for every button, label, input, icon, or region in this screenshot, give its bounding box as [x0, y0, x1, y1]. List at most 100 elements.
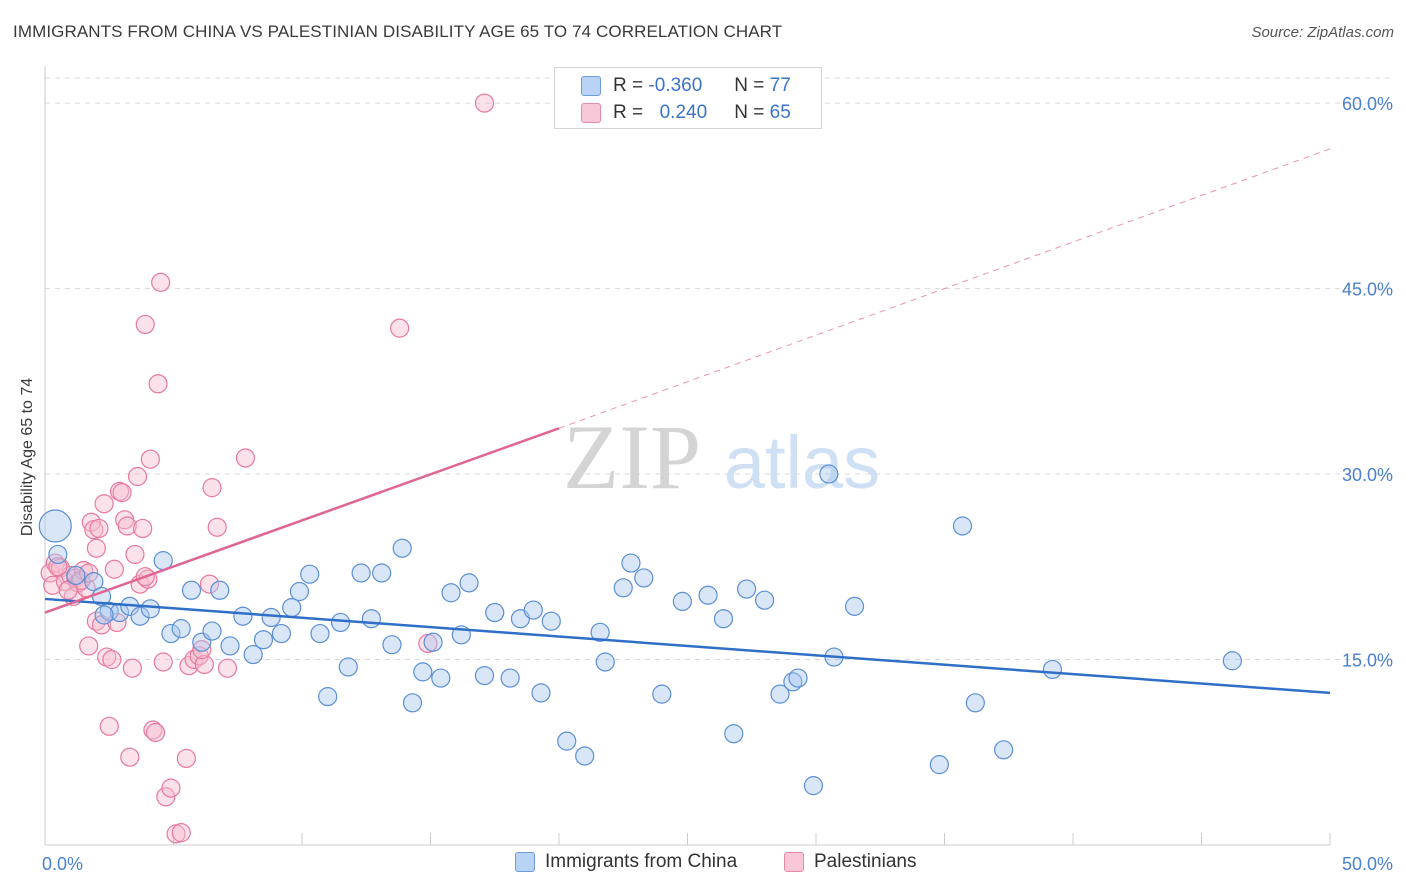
palestinians-point	[86, 611, 107, 631]
china-point	[402, 693, 423, 713]
palestinians-point	[192, 640, 212, 660]
palestinians-point	[40, 563, 60, 583]
china-point	[441, 583, 461, 603]
n-label: N =	[734, 102, 765, 123]
palestinians-point	[89, 518, 109, 539]
china-point	[140, 599, 160, 619]
r-label: R =	[613, 102, 644, 123]
watermark-atlas: atlas	[724, 421, 880, 504]
china-point	[713, 609, 734, 629]
palestinians-point	[151, 272, 171, 292]
palestinians-point	[97, 647, 117, 667]
legend-item-china: Immigrants from China	[515, 851, 737, 873]
palestinians-point	[235, 448, 256, 468]
y-tick-label: 60.0%	[1342, 94, 1393, 114]
y-tick-label: 30.0%	[1342, 465, 1393, 485]
china-point	[994, 740, 1014, 760]
palestinians-point	[117, 516, 137, 536]
china-point	[161, 623, 181, 644]
chart-title: IMMIGRANTS FROM CHINA VS PALESTINIAN DIS…	[13, 22, 783, 41]
china-point	[613, 578, 633, 598]
palestinians-point	[125, 544, 145, 565]
y-tick-label: 15.0%	[1342, 651, 1393, 671]
china-point	[590, 622, 610, 642]
palestinians-point	[145, 722, 166, 743]
watermark-zip: ZIP	[563, 406, 701, 508]
china-point	[788, 668, 808, 688]
china-point	[737, 579, 757, 599]
china-point	[459, 573, 479, 593]
china-point	[48, 544, 68, 565]
palestinians-point	[161, 778, 181, 798]
china-point	[243, 644, 263, 665]
china-point	[253, 630, 274, 650]
correlation-legend: R = -0.360 N = 77 R = 0.240 N = 65	[554, 67, 822, 129]
china-point	[523, 600, 543, 620]
china-point	[754, 590, 775, 610]
n-label: N =	[734, 75, 765, 96]
china-point	[310, 623, 330, 644]
china-point	[181, 580, 202, 600]
palestinians-point	[43, 575, 63, 595]
china-point	[202, 621, 222, 641]
china-point	[595, 652, 615, 672]
palestinians-point	[176, 748, 196, 769]
palestinians-point	[133, 518, 153, 539]
palestinians-point	[120, 747, 140, 767]
china-point	[351, 563, 371, 583]
china-point	[652, 684, 672, 704]
china-point	[220, 636, 240, 656]
palestinians-point	[217, 658, 238, 678]
n-value-palestinians: 65	[769, 102, 791, 123]
x-tick-label: 0.0%	[42, 854, 83, 874]
palestinians-point	[171, 823, 191, 843]
china-point	[300, 564, 320, 584]
palestinians-point	[81, 512, 101, 532]
china-point	[621, 553, 641, 573]
china-point	[557, 731, 577, 751]
china-point	[372, 563, 392, 583]
y-tick-label: 45.0%	[1342, 280, 1393, 300]
source-credit: Source: ZipAtlas.com	[1251, 24, 1394, 41]
r-value-china: -0.360	[648, 75, 703, 96]
china-point	[423, 632, 443, 652]
palestinians-point	[184, 649, 204, 670]
palestinians-point	[194, 654, 214, 675]
palestinians-trend-extension	[558, 148, 1331, 429]
china-point	[575, 746, 595, 766]
series-legend: Immigrants from China Palestinians	[0, 851, 1406, 877]
china-point	[210, 580, 230, 600]
axes	[44, 66, 1331, 846]
r-value-palestinians: 0.240	[659, 102, 708, 123]
china-point	[66, 565, 86, 586]
palestinians-point	[86, 538, 107, 558]
china-point	[672, 591, 692, 612]
x-tick-label: 50.0%	[1342, 854, 1393, 874]
legend-row-china: R = -0.360 N = 77	[581, 73, 791, 99]
china-point	[783, 672, 803, 692]
palestinians-point	[143, 720, 163, 740]
china-point	[99, 601, 119, 621]
china-point	[770, 684, 790, 704]
palestinians-point	[94, 494, 114, 514]
palestinians-point	[104, 559, 124, 579]
china-point	[698, 585, 718, 605]
china-point	[261, 607, 281, 628]
palestinians-points	[40, 93, 495, 844]
china-point	[952, 516, 973, 536]
palestinians-point	[202, 478, 222, 498]
x-tick-labels: 0.0% 50.0%	[42, 854, 1393, 874]
legend-label-palestinians: Palestinians	[814, 851, 917, 872]
palestinians-point	[179, 656, 199, 676]
palestinians-point	[199, 574, 220, 594]
n-value-china: 77	[769, 75, 791, 96]
palestinians-point	[79, 636, 99, 656]
china-point	[382, 635, 402, 655]
china-legend-swatch	[515, 852, 535, 872]
palestinians-point	[148, 374, 168, 394]
china-point	[361, 609, 381, 629]
china-point	[1042, 659, 1063, 680]
china-point	[1222, 651, 1242, 671]
china-point	[330, 612, 351, 633]
china-point	[94, 605, 114, 625]
